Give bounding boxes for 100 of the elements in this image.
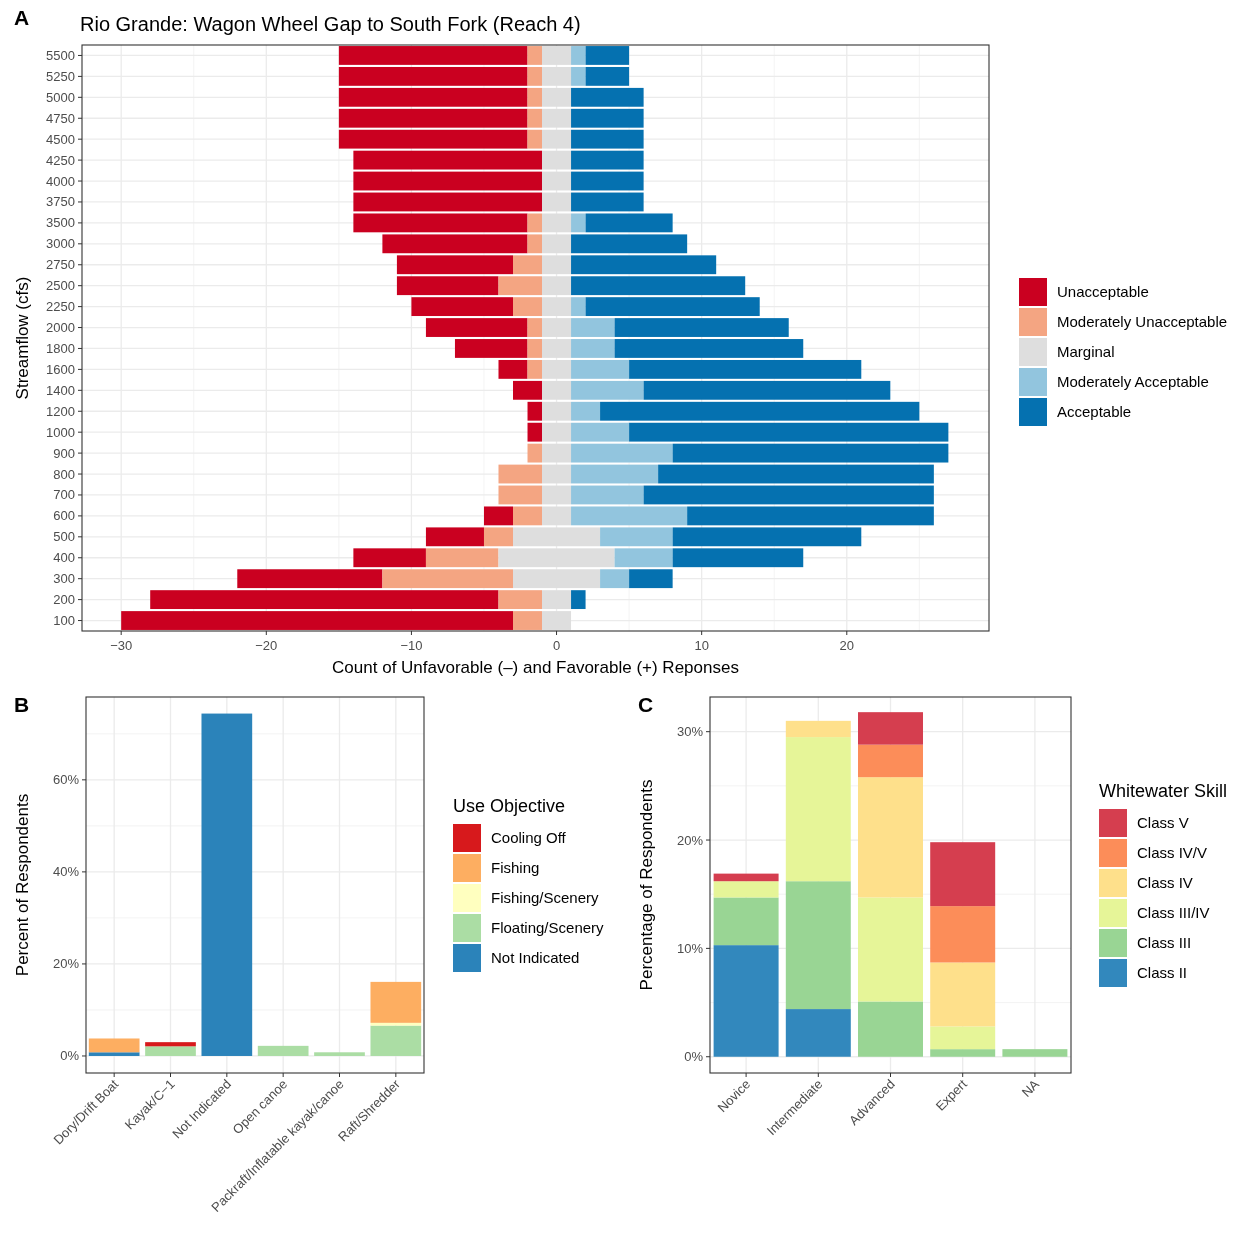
bar [498, 464, 543, 484]
bar [527, 359, 543, 379]
bar [527, 318, 543, 337]
bar [858, 712, 923, 745]
bar [571, 464, 659, 484]
bar [713, 873, 779, 882]
bar [713, 897, 779, 946]
bar [614, 318, 789, 337]
y-tick-label: 4250 [46, 152, 75, 168]
bar [370, 1025, 422, 1056]
bar [542, 359, 572, 379]
y-tick-label: 40% [52, 864, 80, 880]
bar [571, 422, 630, 442]
y-tick-label: 200 [53, 592, 75, 608]
y-tick-label: 20% [52, 956, 80, 972]
bar [571, 234, 688, 254]
text: B [14, 693, 30, 716]
x-tick-label: 0 [552, 638, 561, 653]
bar [629, 422, 949, 442]
bar [930, 906, 996, 963]
bar [571, 485, 644, 505]
bar [571, 297, 586, 317]
bar [338, 46, 528, 65]
bar [498, 359, 528, 379]
bar [571, 590, 586, 610]
bar [542, 464, 572, 484]
y-tick-label: 2000 [46, 320, 75, 336]
bar [542, 443, 572, 463]
x-tick-label: −30 [110, 638, 133, 653]
bar [585, 297, 760, 317]
bar [396, 255, 514, 275]
bar [498, 276, 543, 296]
bar [411, 297, 514, 317]
bar [88, 1038, 140, 1053]
bar [658, 464, 934, 484]
bar [527, 46, 543, 65]
bar [121, 611, 514, 630]
bar [527, 401, 543, 421]
bar [542, 318, 572, 337]
y-tick-label: 1000 [46, 424, 75, 440]
y-tick-label: 1200 [46, 403, 75, 419]
bar [571, 171, 644, 191]
bar [370, 1022, 422, 1026]
legend-label: Class V [1137, 814, 1189, 831]
bar [930, 962, 996, 1027]
y-tick-label: 0% [60, 1048, 80, 1064]
bar [542, 339, 572, 358]
y-tick-label: 0% [684, 1049, 704, 1065]
bar [425, 527, 484, 547]
chart-title: Rio Grande: Wagon Wheel Gap to South Fork (Reach 4) [80, 13, 581, 35]
bar [542, 150, 572, 170]
bar [585, 46, 630, 65]
bar [542, 192, 572, 212]
bar [571, 380, 644, 400]
bar [687, 506, 934, 526]
y-tick-label: 2500 [46, 278, 75, 294]
bar [858, 897, 923, 1002]
bar [513, 506, 543, 526]
bar [571, 66, 586, 86]
bar [585, 66, 630, 86]
bar [498, 590, 543, 610]
y-tick-label: 1400 [46, 382, 75, 398]
y-tick-label: 5500 [46, 47, 75, 63]
legend-label: Class IV [1137, 874, 1193, 891]
legend-title: Whitewater Skill [1099, 781, 1228, 801]
bar [513, 569, 601, 589]
text: A [14, 6, 30, 29]
bar [353, 171, 543, 191]
bar [542, 276, 572, 296]
bar [527, 234, 543, 254]
bar [571, 318, 615, 337]
bar [672, 527, 862, 547]
bar [571, 401, 601, 421]
y-tick-label: 1800 [46, 340, 75, 356]
legend-label: Floating/Scenery [491, 919, 605, 936]
bar [930, 842, 996, 907]
bar [930, 1026, 996, 1050]
bar [1002, 1049, 1068, 1057]
bar [785, 1009, 851, 1057]
bar [201, 713, 253, 1056]
bar [498, 485, 543, 505]
bar [571, 506, 688, 526]
y-tick-label: 900 [53, 445, 75, 461]
bar [542, 422, 572, 442]
bar [571, 129, 644, 149]
legend-label: Acceptable [1057, 403, 1132, 420]
bar [542, 213, 572, 233]
bar [542, 506, 572, 526]
bar [145, 1046, 196, 1056]
bar [353, 213, 528, 233]
bar [600, 401, 920, 421]
bar [571, 192, 644, 212]
bar [713, 945, 779, 1057]
y-tick-label: 3500 [46, 215, 75, 231]
bar [542, 66, 572, 86]
bar [785, 881, 851, 1010]
bar [353, 548, 426, 568]
legend-label: Moderately Acceptable [1057, 373, 1209, 390]
bar [382, 234, 528, 254]
bar [338, 66, 528, 86]
